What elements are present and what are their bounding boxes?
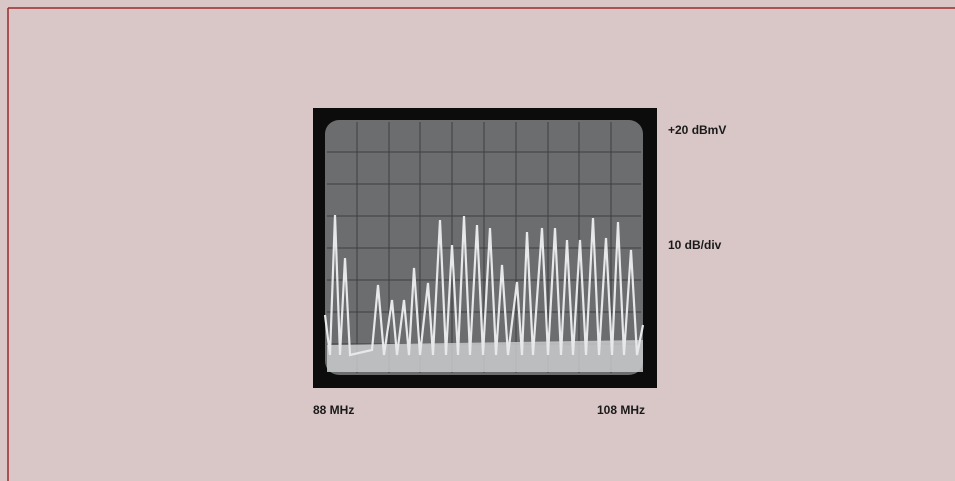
noise-floor bbox=[327, 340, 643, 372]
stop-frequency-label: 108 MHz bbox=[597, 403, 646, 417]
spectrum-trace bbox=[323, 214, 645, 357]
start-frequency-label: 88 MHz bbox=[313, 403, 355, 417]
top-level-label: +20 dBmV bbox=[668, 123, 727, 137]
scale-label: 10 dB/div bbox=[668, 238, 722, 252]
